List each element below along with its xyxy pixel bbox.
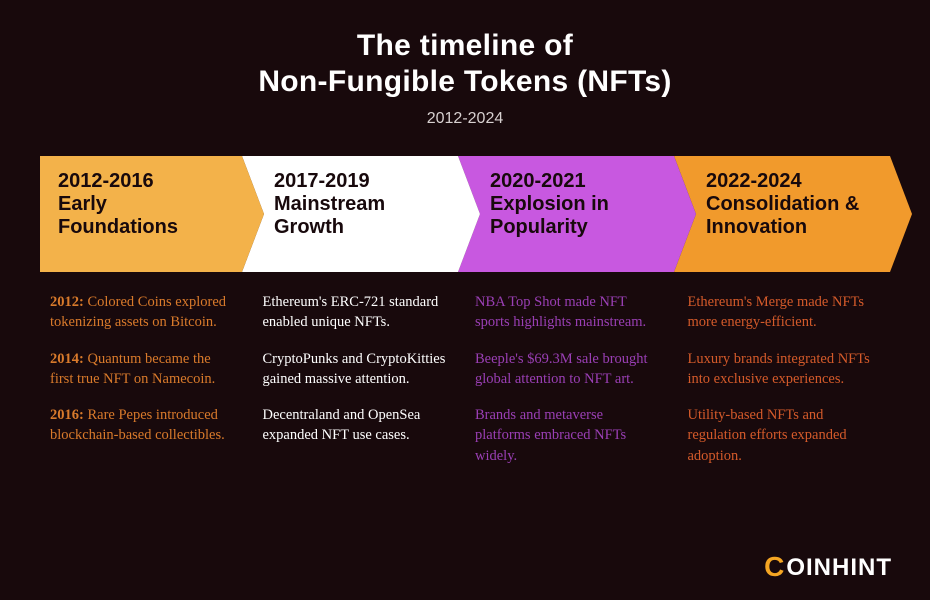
phase-label: Early Foundations	[58, 193, 178, 238]
phase-band-3: 2022-2024Consolidation & Innovation	[674, 156, 890, 272]
logo-accent-letter: C	[764, 551, 785, 583]
phase-details-2: NBA Top Shot made NFT sports highlights …	[465, 292, 678, 482]
phase-details-0: 2012: Colored Coins explored tokenizing …	[40, 292, 253, 482]
phase-details-3: Ethereum's Merge made NFTs more energy-e…	[678, 292, 891, 482]
phase-details-1: Ethereum's ERC-721 standard enabled uniq…	[253, 292, 466, 482]
brand-logo: COINHINT	[764, 552, 892, 584]
phase-range: 2022-2024	[706, 170, 802, 192]
detail-item: Beeple's $69.3M sale brought global atte…	[475, 349, 662, 390]
phase-band-0: 2012-2016Early Foundations	[40, 156, 242, 272]
detail-text: Luxury brands integrated NFTs into exclu…	[688, 351, 870, 387]
detail-text: Utility-based NFTs and regulation effort…	[688, 407, 847, 464]
phase-label: Explosion in Popularity	[490, 193, 609, 238]
detail-item: CryptoPunks and CryptoKitties gained mas…	[263, 349, 450, 390]
detail-item: 2014: Quantum became the first true NFT …	[50, 349, 237, 390]
detail-year: 2016:	[50, 407, 87, 423]
logo-text: OINHINT	[786, 554, 892, 582]
phase-band-2: 2020-2021Explosion in Popularity	[458, 156, 674, 272]
phase-range: 2020-2021	[490, 170, 586, 192]
detail-text: Ethereum's Merge made NFTs more energy-e…	[688, 294, 865, 330]
phase-header-3: 2022-2024Consolidation & Innovation	[706, 170, 864, 239]
phase-label: Mainstream Growth	[274, 193, 385, 238]
detail-text: Decentraland and OpenSea expanded NFT us…	[263, 407, 421, 443]
phase-range: 2017-2019	[274, 170, 370, 192]
detail-text: CryptoPunks and CryptoKitties gained mas…	[263, 351, 446, 387]
detail-item: Ethereum's ERC-721 standard enabled uniq…	[263, 292, 450, 333]
title-block: The timeline of Non-Fungible Tokens (NFT…	[0, 0, 930, 128]
detail-item: NBA Top Shot made NFT sports highlights …	[475, 292, 662, 333]
detail-item: Ethereum's Merge made NFTs more energy-e…	[688, 292, 875, 333]
detail-year: 2012:	[50, 294, 87, 310]
detail-item: 2016: Rare Pepes introduced blockchain-b…	[50, 405, 237, 446]
detail-text: Brands and metaverse platforms embraced …	[475, 407, 626, 464]
timeline-arrows: 2012-2016Early Foundations 2017-2019Mains…	[40, 156, 890, 272]
page-title: The timeline of Non-Fungible Tokens (NFT…	[0, 28, 930, 100]
detail-item: Brands and metaverse platforms embraced …	[475, 405, 662, 466]
detail-item: Decentraland and OpenSea expanded NFT us…	[263, 405, 450, 446]
detail-item: Luxury brands integrated NFTs into exclu…	[688, 349, 875, 390]
phase-header-1: 2017-2019Mainstream Growth	[274, 170, 432, 239]
timeline-details: 2012: Colored Coins explored tokenizing …	[40, 292, 890, 482]
detail-year: 2014:	[50, 351, 87, 367]
phase-header-2: 2020-2021Explosion in Popularity	[490, 170, 648, 239]
subtitle: 2012-2024	[0, 110, 930, 128]
phase-band-1: 2017-2019Mainstream Growth	[242, 156, 458, 272]
phase-header-0: 2012-2016Early Foundations	[58, 170, 216, 239]
title-line-1: The timeline of	[357, 29, 573, 62]
phase-label: Consolidation & Innovation	[706, 193, 859, 238]
phase-range: 2012-2016	[58, 170, 154, 192]
detail-text: Beeple's $69.3M sale brought global atte…	[475, 351, 648, 387]
title-line-2: Non-Fungible Tokens (NFTs)	[258, 65, 671, 98]
detail-text: Ethereum's ERC-721 standard enabled uniq…	[263, 294, 439, 330]
detail-item: Utility-based NFTs and regulation effort…	[688, 405, 875, 466]
detail-item: 2012: Colored Coins explored tokenizing …	[50, 292, 237, 333]
detail-text: NBA Top Shot made NFT sports highlights …	[475, 294, 646, 330]
